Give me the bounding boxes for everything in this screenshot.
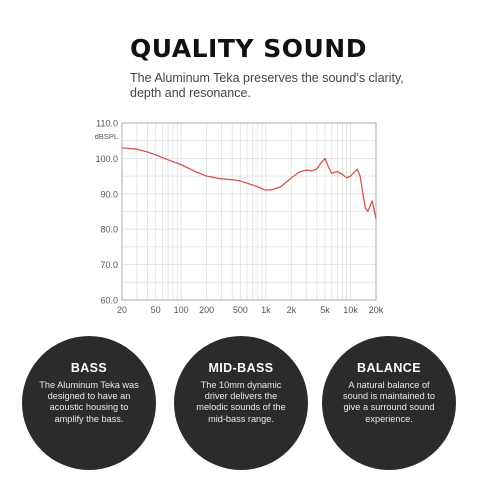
feature-body-balance: A natural balance of sound is maintained… bbox=[343, 380, 435, 424]
x-tick-label: 200 bbox=[199, 305, 214, 315]
feature-circle-balance: BALANCE A natural balance of sound is ma… bbox=[322, 336, 456, 470]
x-tick-label: 2k bbox=[287, 305, 297, 315]
x-tick-label: 5k bbox=[320, 305, 330, 315]
y-tick-label: 80.0 bbox=[100, 225, 118, 235]
frequency-response-line bbox=[121, 147, 377, 219]
y-tick-label: 110.0 bbox=[96, 119, 118, 129]
y-tick-label: 70.0 bbox=[100, 260, 118, 270]
x-tick-label: 1k bbox=[261, 305, 271, 315]
x-tick-label: 50 bbox=[151, 305, 161, 315]
page-subtitle: The Aluminum Teka preserves the sound’s … bbox=[130, 71, 404, 100]
feature-title-balance: BALANCE bbox=[357, 361, 421, 375]
feature-body-mid-bass: The 10mm dynamic driver delivers the mel… bbox=[196, 380, 286, 424]
feature-body-bass: The Aluminum Teka was designed to have a… bbox=[39, 380, 139, 424]
y-tick-label: 60.0 bbox=[100, 296, 118, 306]
x-tick-label: 10k bbox=[343, 305, 358, 315]
x-tick-label: 100 bbox=[174, 305, 189, 315]
y-tick-label: 100.0 bbox=[95, 154, 118, 164]
page-title: QUALITY SOUND bbox=[130, 34, 367, 63]
y-axis-label: dBSPL bbox=[95, 132, 118, 141]
feature-circle-mid-bass: MID-BASS The 10mm dynamic driver deliver… bbox=[174, 336, 308, 470]
plot-frame bbox=[121, 122, 377, 301]
y-tick-label: 90.0 bbox=[100, 189, 118, 199]
x-tick-label: 20k bbox=[369, 305, 384, 315]
feature-title-bass: BASS bbox=[70, 361, 108, 375]
x-tick-label: 500 bbox=[233, 305, 248, 315]
feature-title-mid-bass: MID-BASS bbox=[208, 361, 274, 375]
x-tick-label: 20 bbox=[117, 305, 127, 315]
feature-circle-bass: BASS The Aluminum Teka was designed to h… bbox=[22, 336, 156, 470]
frequency-response-chart: 60.0 70.0 80.0 90.0 100.0 110.0 dBSPL 20 50 100 20… bbox=[95, 119, 384, 316]
